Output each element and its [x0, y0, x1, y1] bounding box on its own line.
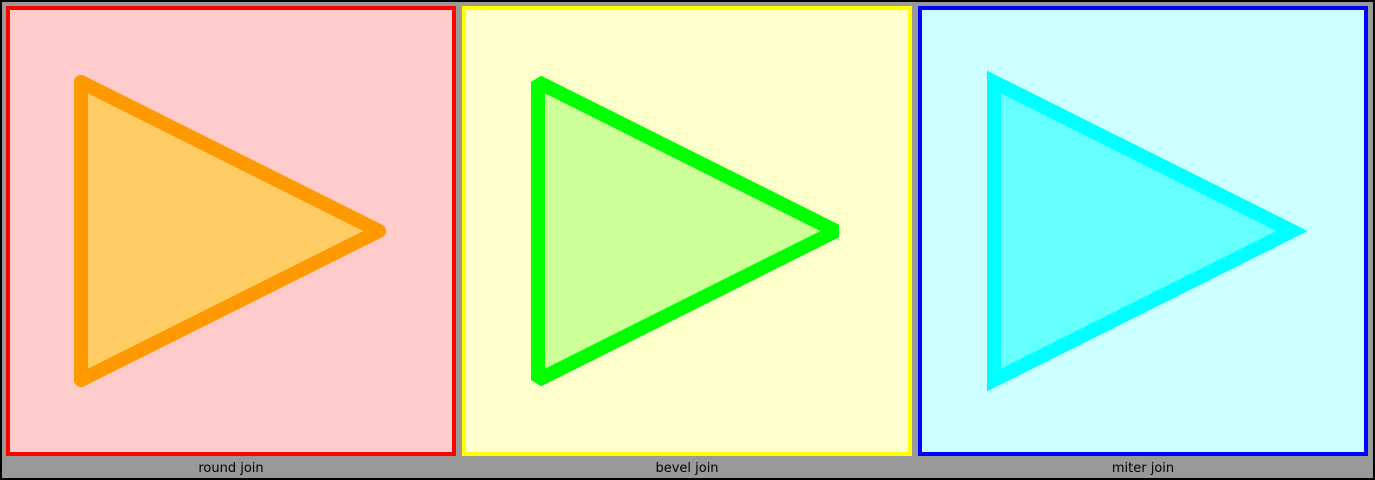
- triangle-bevel-join: [531, 75, 840, 387]
- panel-bevel-join: bevel join: [462, 6, 912, 476]
- triangle-round-join: [74, 75, 386, 387]
- panel-round-join: round join: [6, 6, 456, 476]
- caption-round-join: round join: [198, 461, 263, 476]
- caption-bevel-join: bevel join: [655, 461, 718, 476]
- panel-miter-join: miter join: [918, 6, 1368, 476]
- triangle-miter-join: [987, 70, 1308, 392]
- caption-miter-join: miter join: [1112, 461, 1174, 476]
